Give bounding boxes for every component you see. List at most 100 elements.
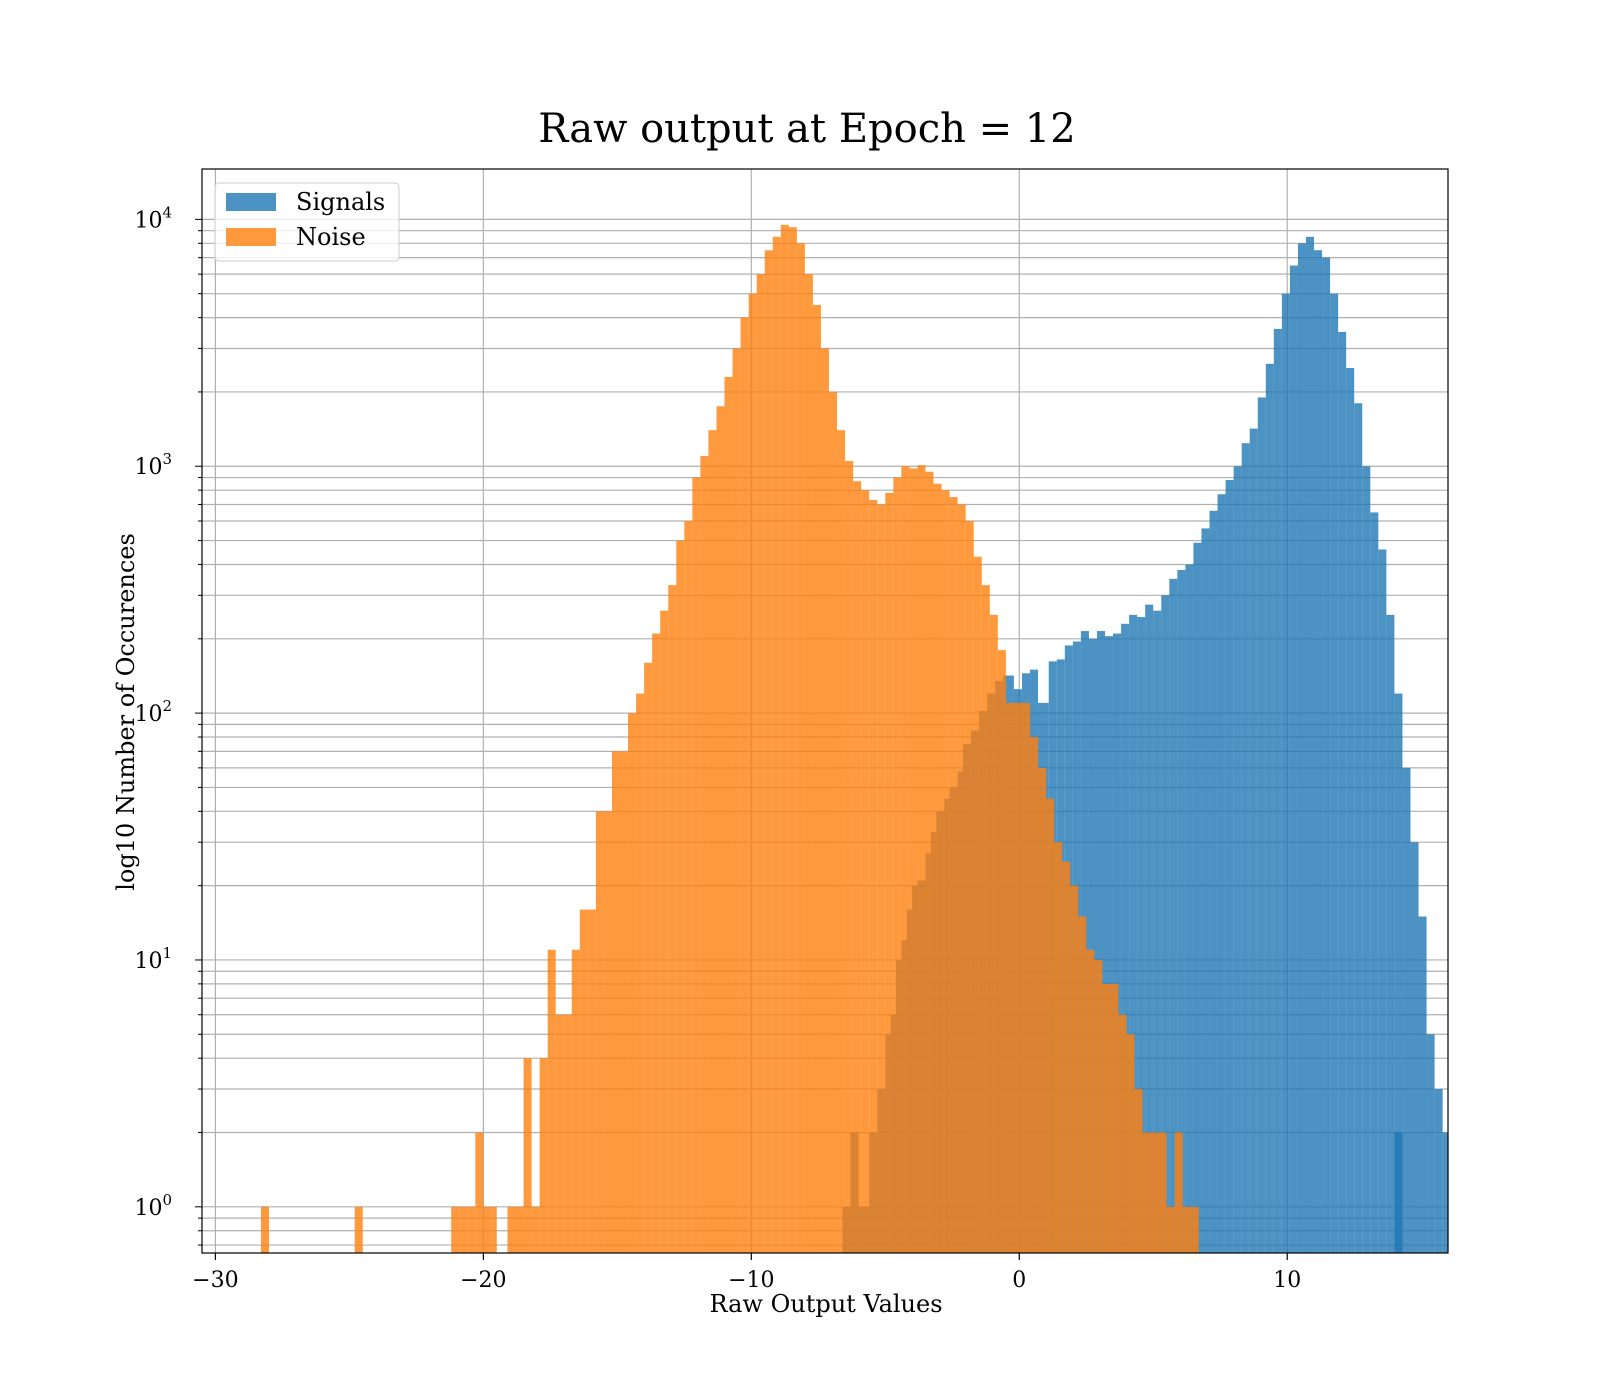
bar-noise	[756, 274, 765, 1254]
bar-noise	[925, 471, 934, 1253]
bar-noise	[893, 477, 902, 1253]
bar-noise	[1118, 1014, 1127, 1253]
bar-signals	[1354, 403, 1363, 1253]
bar-signals	[1121, 623, 1130, 1253]
histogram-bars	[260, 224, 1448, 1254]
bar-noise	[1182, 1206, 1191, 1253]
bar-noise	[579, 909, 588, 1253]
bar-noise	[917, 465, 926, 1253]
bar-noise	[981, 585, 990, 1253]
bar-noise	[1110, 983, 1119, 1253]
bar-signals	[1386, 614, 1395, 1253]
bar-noise	[652, 633, 661, 1253]
bar-signals	[1410, 842, 1419, 1253]
chart-title: Raw output at Epoch = 12	[538, 106, 1075, 152]
x-tick-label: 10	[1273, 1268, 1301, 1293]
bar-signals	[1113, 633, 1122, 1253]
bar-signals	[1161, 595, 1170, 1253]
bar-noise	[515, 1206, 524, 1253]
bar-noise	[1078, 916, 1087, 1253]
bar-signals	[1442, 1132, 1448, 1253]
bar-noise	[620, 751, 629, 1253]
bar-noise	[748, 293, 757, 1253]
bar-noise	[1158, 1132, 1167, 1253]
bar-noise	[660, 610, 669, 1253]
bar-noise	[260, 1206, 269, 1253]
bar-noise	[829, 391, 838, 1253]
plot-frame	[201, 168, 1449, 1254]
bar-noise	[901, 466, 910, 1253]
bar-noise	[692, 477, 701, 1253]
bar-noise	[483, 1206, 492, 1253]
y-tick-label: 101	[134, 944, 172, 974]
bar-noise	[885, 492, 894, 1253]
bar-signals	[1394, 1132, 1403, 1253]
bar-signals	[1145, 604, 1154, 1253]
bar-signals	[1185, 564, 1194, 1253]
bar-noise	[877, 504, 886, 1254]
bar-noise	[861, 490, 870, 1253]
bar-signals	[1105, 636, 1114, 1253]
bar-noise	[587, 909, 596, 1253]
bar-noise	[1046, 798, 1055, 1253]
y-tick-label: 102	[134, 697, 172, 727]
bar-noise	[949, 497, 958, 1254]
bar-noise	[668, 585, 677, 1253]
x-axis-label: Raw Output Values	[709, 1290, 942, 1318]
bar-signals	[1209, 510, 1218, 1254]
bar-signals	[1330, 293, 1339, 1253]
bar-signals	[1249, 428, 1258, 1253]
bar-noise	[788, 227, 797, 1253]
bar-noise	[1094, 959, 1103, 1253]
y-axis-ticks: 100 101 102 103 104	[134, 203, 202, 1246]
bar-noise	[973, 556, 982, 1253]
bar-signals	[1362, 466, 1371, 1253]
bar-noise	[909, 468, 918, 1253]
bar-noise	[1174, 1132, 1183, 1253]
bar-signals	[1265, 363, 1274, 1253]
bar-noise	[764, 250, 773, 1253]
bar-signals	[1241, 443, 1250, 1254]
bar-signals	[1225, 479, 1234, 1253]
legend-label-signals: Signals	[296, 188, 385, 216]
bar-signals	[1088, 638, 1097, 1253]
bar-noise	[1013, 702, 1022, 1253]
bar-noise	[804, 274, 813, 1254]
bar-noise	[491, 1206, 497, 1253]
bar-signals	[1153, 610, 1162, 1253]
bar-noise	[459, 1206, 468, 1253]
y-axis-label: log10 Number of Occurences	[112, 533, 140, 891]
bar-noise	[451, 1206, 460, 1253]
axes-frame	[201, 168, 1449, 1254]
bar-signals	[1418, 916, 1427, 1253]
bar-noise	[965, 521, 974, 1253]
bar-noise	[780, 224, 789, 1253]
bar-noise	[603, 811, 612, 1253]
bar-signals	[1129, 614, 1138, 1253]
bar-signals	[1201, 528, 1210, 1253]
x-tick-label: −30	[192, 1268, 238, 1293]
bar-signals	[1370, 512, 1379, 1253]
bar-noise	[1086, 949, 1095, 1253]
bar-noise	[628, 713, 637, 1253]
bar-noise	[941, 490, 950, 1253]
bar-signals	[1426, 1034, 1435, 1253]
bar-noise	[812, 304, 821, 1253]
bar-noise	[1029, 737, 1039, 1253]
bar-noise	[684, 521, 693, 1253]
bar-signals	[1217, 494, 1226, 1253]
bar-noise	[563, 1014, 572, 1253]
bar-noise	[1134, 1089, 1143, 1253]
bar-signals	[1378, 549, 1387, 1253]
bar-signals	[1137, 617, 1146, 1253]
bar-noise	[611, 751, 621, 1253]
bar-signals	[1177, 569, 1186, 1253]
legend-swatch-signals	[226, 193, 276, 211]
legend: Signals Noise	[214, 182, 400, 262]
bar-noise	[1142, 1132, 1151, 1253]
bar-noise	[1021, 702, 1030, 1253]
bar-noise	[1166, 1206, 1175, 1253]
bar-noise	[1038, 767, 1047, 1253]
bar-signals	[1322, 257, 1331, 1253]
bar-noise	[1062, 861, 1071, 1253]
